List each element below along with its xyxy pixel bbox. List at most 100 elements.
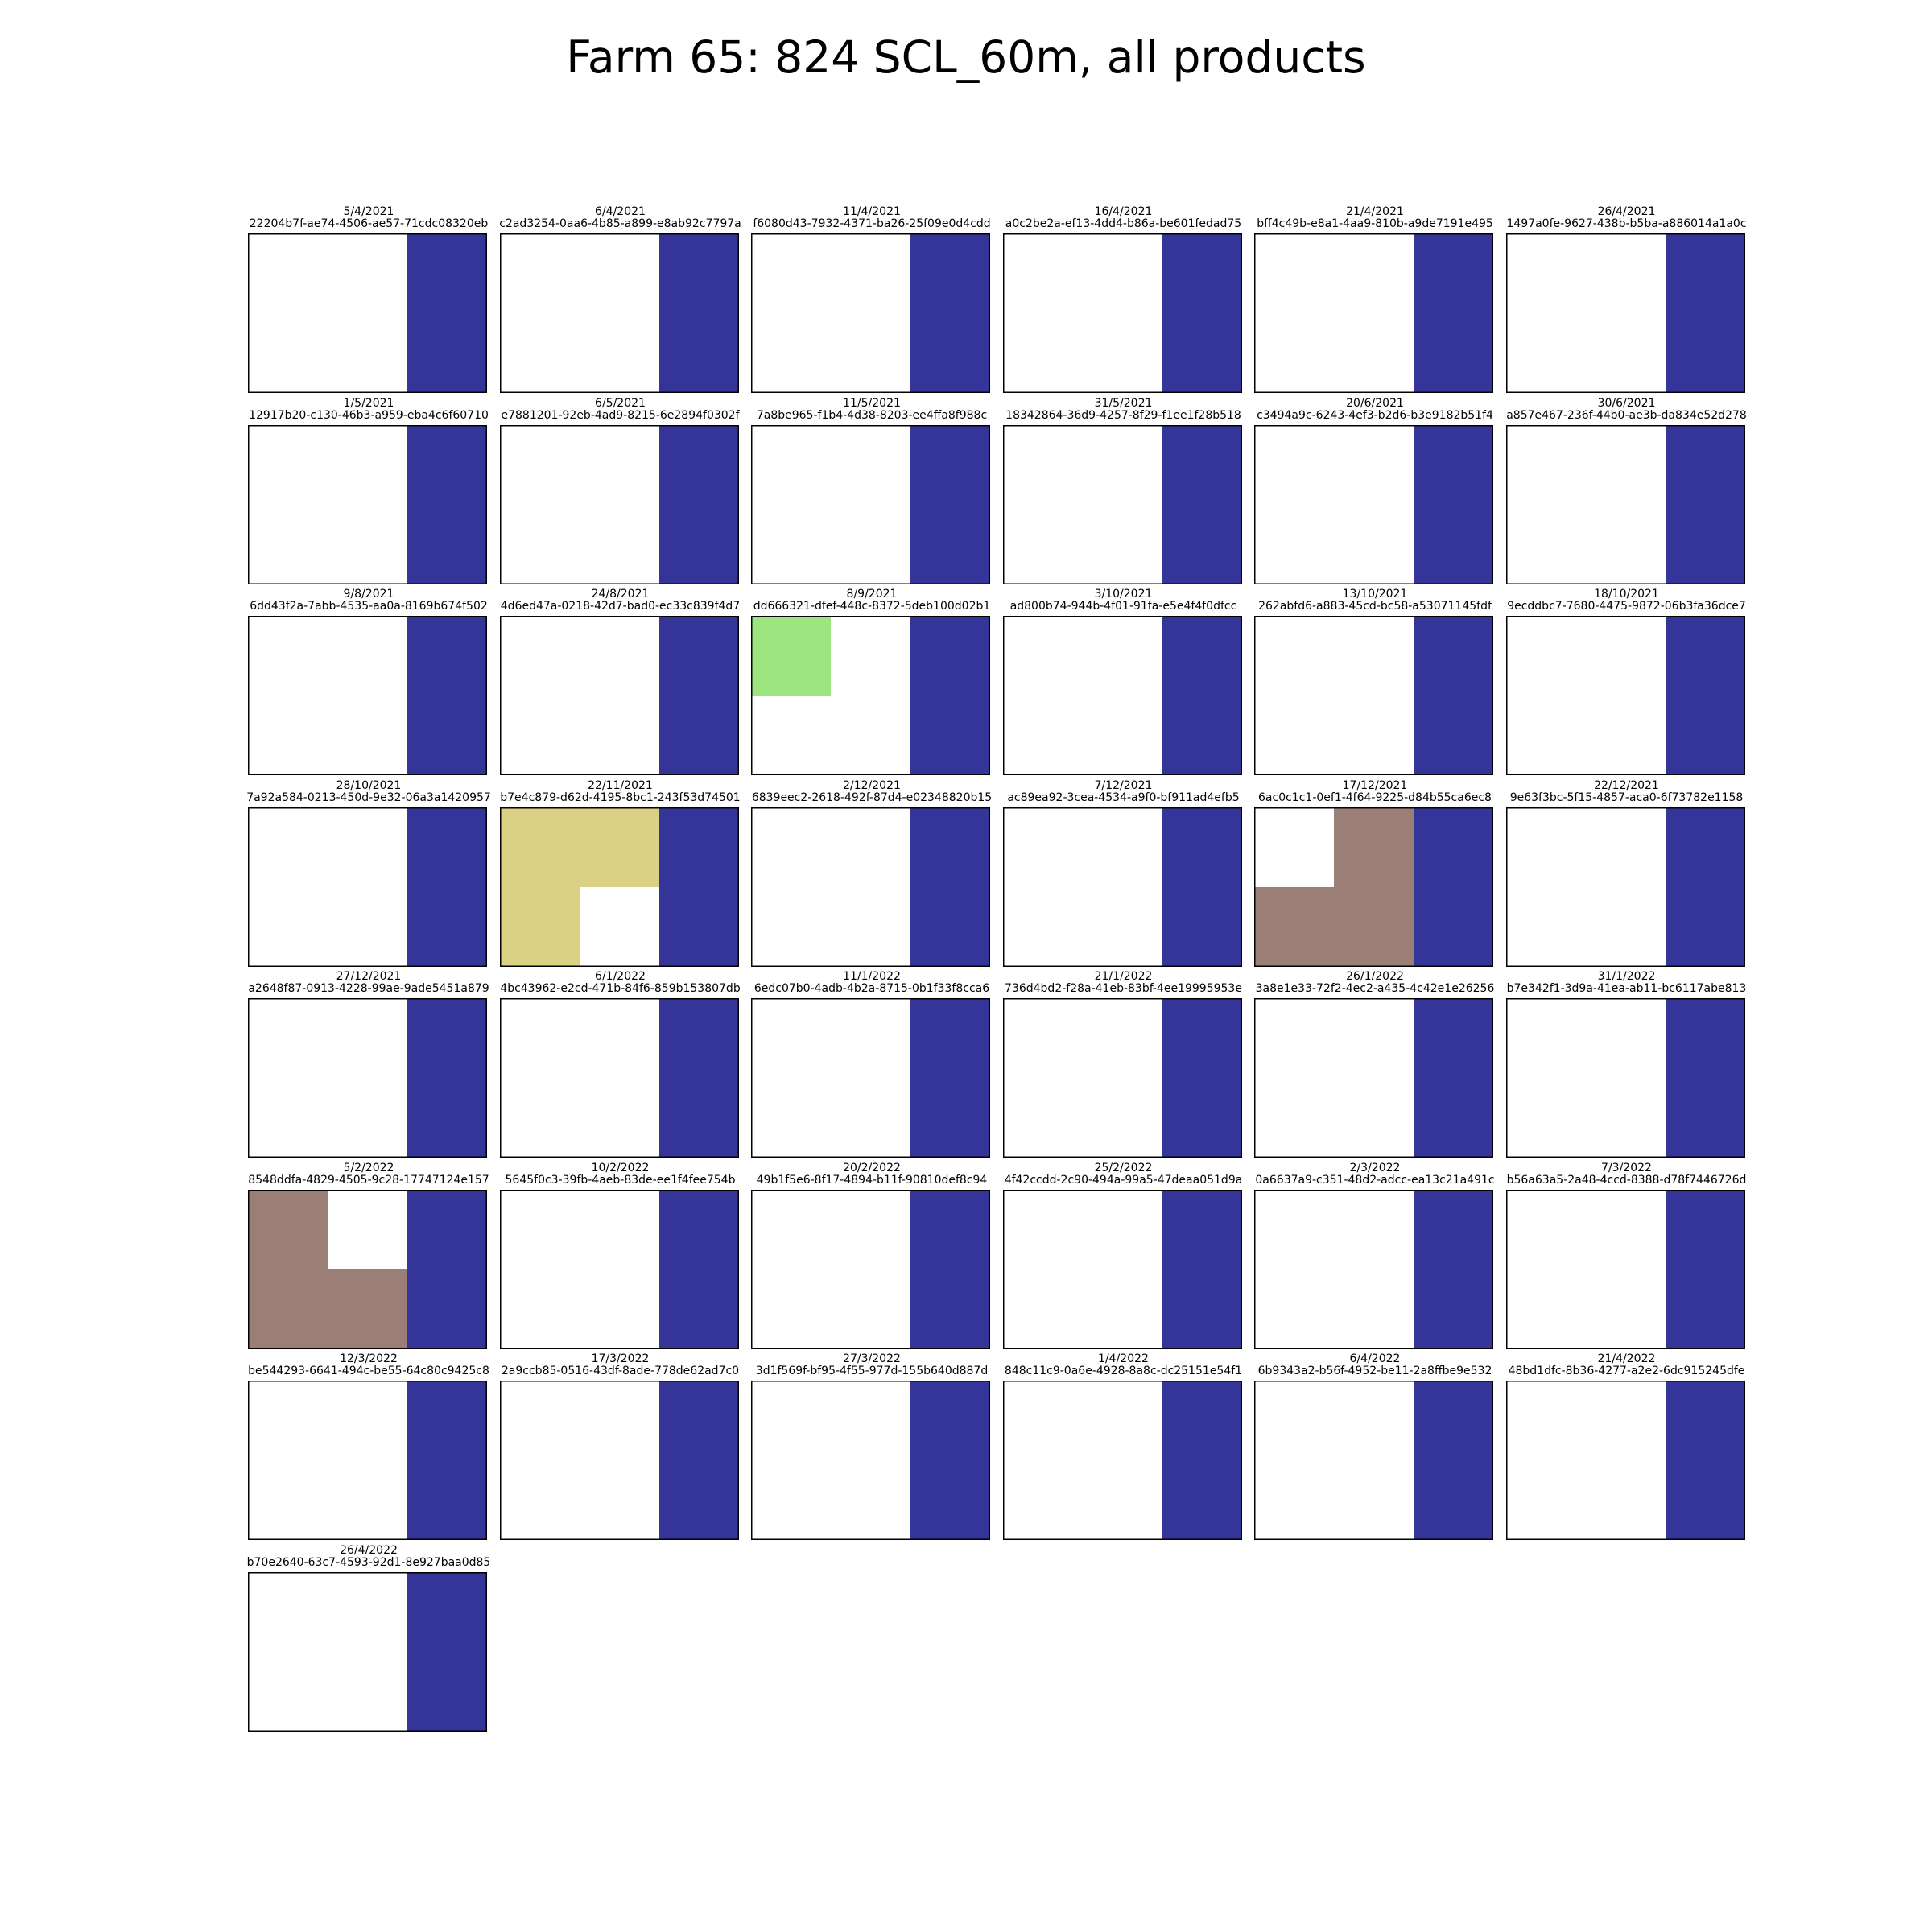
pixel-cell-bg bbox=[1254, 1381, 1335, 1461]
pixel-cell-bg bbox=[1254, 1078, 1335, 1158]
panel-frame bbox=[1254, 233, 1493, 393]
panel-product-id: 0a6637a9-c351-48d2-adcc-ea13c21a491c bbox=[1255, 1173, 1495, 1187]
panel-image bbox=[499, 1189, 739, 1349]
pixel-cell-bg bbox=[1334, 1269, 1414, 1349]
pixel-cell-water bbox=[910, 424, 990, 505]
pixel-cell-bg bbox=[248, 504, 328, 584]
pixel-cell-bg bbox=[1585, 424, 1666, 505]
pixel-cell-water bbox=[1414, 504, 1493, 584]
pixel-cell-water bbox=[1665, 616, 1745, 696]
panel-title: 18/10/2021 9ecddbc7-7680-4475-9872-06b3fa… bbox=[1498, 588, 1756, 614]
pixel-cell-bg bbox=[248, 998, 328, 1079]
pixel-cell-bg bbox=[328, 424, 408, 505]
pixel-cell-bg bbox=[1254, 807, 1335, 887]
pixel-cell-water bbox=[658, 1078, 739, 1158]
pixel-cell-bg bbox=[831, 1078, 911, 1158]
panel-date: 5/4/2021 bbox=[343, 205, 394, 218]
panel-frame bbox=[499, 424, 739, 584]
pixel-cell-bg bbox=[1254, 1460, 1335, 1540]
panel-image bbox=[1254, 233, 1493, 393]
pixel-cell-bg bbox=[499, 504, 580, 584]
scl-panel: 20/2/2022 49b1f5e6-8f17-4894-b11f-90810de… bbox=[751, 1161, 993, 1349]
panel-frame bbox=[1505, 998, 1745, 1158]
panel-date: 26/1/2022 bbox=[1346, 970, 1404, 983]
scl-panel: 21/4/2021 bff4c49b-e8a1-4aa9-810b-a9de719… bbox=[1254, 204, 1496, 393]
pixel-cell-water bbox=[910, 1460, 990, 1540]
panel-title: 6/1/2022 4bc43962-e2cd-471b-84f6-859b1538… bbox=[492, 971, 749, 997]
pixel-cell-water bbox=[910, 616, 990, 696]
scl-panel: 26/1/2022 3a8e1e33-72f2-4ec2-a435-4c42e1e… bbox=[1254, 969, 1496, 1158]
pixel-cell-water bbox=[658, 313, 739, 393]
panel-title: 26/4/2021 1497a0fe-9627-438b-b5ba-a886014… bbox=[1498, 206, 1756, 232]
panel-frame bbox=[499, 998, 739, 1158]
panel-title: 7/3/2022 b56a63a5-2a48-4ccd-8388-d78f7446… bbox=[1498, 1162, 1756, 1188]
scl-panel: 9/8/2021 6dd43f2a-7abb-4535-aa0a-8169b674… bbox=[248, 587, 489, 775]
panel-product-id: 736d4bd2-f28a-41eb-83bf-4ee19995953e bbox=[1005, 982, 1242, 995]
panel-product-id: b56a63a5-2a48-4ccd-8388-d78f7446726d bbox=[1506, 1173, 1747, 1187]
panel-title: 17/3/2022 2a9ccb85-0516-43df-8ade-778de62… bbox=[492, 1353, 749, 1379]
pixel-cell-bg bbox=[1585, 886, 1666, 967]
panel-date: 2/12/2021 bbox=[843, 778, 901, 792]
pixel-cell-bg bbox=[751, 998, 832, 1079]
pixel-cell-water bbox=[1162, 233, 1242, 314]
pixel-cell-water bbox=[658, 1269, 739, 1349]
panel-frame bbox=[1002, 424, 1242, 584]
pixel-cell-bg bbox=[1002, 233, 1083, 314]
panel-date: 13/10/2021 bbox=[1342, 588, 1408, 601]
pixel-cell-bg bbox=[831, 998, 911, 1079]
panel-image bbox=[1505, 424, 1745, 584]
panel-frame bbox=[499, 1189, 739, 1349]
panel-image bbox=[248, 233, 487, 393]
scl-panel: 12/3/2022 be544293-6641-494c-be55-64c80c9… bbox=[248, 1352, 489, 1540]
pixel-cell-cloud-shadow bbox=[248, 1269, 328, 1349]
panel-product-id: dd666321-dfef-448c-8372-5deb100d02b1 bbox=[753, 600, 991, 613]
panel-image bbox=[1002, 424, 1242, 584]
panel-date: 31/5/2021 bbox=[1094, 396, 1153, 410]
panel-title: 26/4/2022 b70e2640-63c7-4593-92d1-8e927ba… bbox=[240, 1544, 497, 1571]
pixel-cell-bg bbox=[1254, 424, 1335, 505]
panel-image bbox=[1254, 1381, 1493, 1540]
pixel-cell-bg bbox=[831, 1189, 911, 1269]
pixel-cell-water bbox=[658, 1189, 739, 1269]
scl-panel: 5/2/2022 8548ddfa-4829-4505-9c28-17747124… bbox=[248, 1161, 489, 1349]
pixel-cell-bg bbox=[1002, 1460, 1083, 1540]
panel-image bbox=[1002, 998, 1242, 1158]
pixel-cell-bg bbox=[328, 1571, 408, 1652]
panel-image bbox=[1254, 424, 1493, 584]
scl-panel: 16/4/2021 a0c2be2a-ef13-4dd4-b86a-be601fe… bbox=[1002, 204, 1245, 393]
panel-image bbox=[1002, 233, 1242, 393]
panel-image bbox=[499, 807, 739, 967]
pixel-cell-bg bbox=[328, 1189, 408, 1269]
scl-panel: 20/6/2021 c3494a9c-6243-4ef3-b2d6-b3e9182… bbox=[1254, 396, 1496, 584]
panel-title: 31/5/2021 18342864-36d9-4257-8f29-f1ee1f2… bbox=[995, 396, 1253, 423]
panel-product-id: e7881201-92eb-4ad9-8215-6e2894f0302f bbox=[501, 408, 740, 422]
pixel-cell-water bbox=[910, 886, 990, 967]
panel-product-id: 4f42ccdd-2c90-494a-99a5-47deaa051d9a bbox=[1004, 1173, 1243, 1187]
pixel-cell-bg bbox=[1082, 696, 1162, 775]
panel-product-id: 48bd1dfc-8b36-4277-a2e2-6dc915245dfe bbox=[1508, 1364, 1745, 1377]
panel-title: 22/12/2021 9e63f3bc-5f15-4857-aca0-6f7378… bbox=[1498, 779, 1756, 806]
panel-frame bbox=[248, 616, 487, 775]
panel-date: 3/10/2021 bbox=[1094, 588, 1153, 601]
pixel-cell-bg bbox=[1002, 1381, 1083, 1461]
scl-panel: 7/12/2021 ac89ea92-3cea-4534-a9f0-bf911ad… bbox=[1002, 778, 1245, 967]
panel-product-id: 8548ddfa-4829-4505-9c28-17747124e157 bbox=[248, 1173, 489, 1187]
pixel-cell-water bbox=[407, 998, 487, 1079]
pixel-cell-not-vegetated bbox=[499, 807, 580, 887]
pixel-cell-water bbox=[1414, 696, 1493, 775]
scl-panel: 30/6/2021 a857e467-236f-44b0-ae3b-da834e5… bbox=[1505, 396, 1748, 584]
panel-date: 6/4/2021 bbox=[595, 205, 646, 218]
pixel-cell-water bbox=[1162, 1078, 1242, 1158]
panel-product-id: 2a9ccb85-0516-43df-8ade-778de62ad7c0 bbox=[501, 1364, 740, 1377]
panel-product-id: a0c2be2a-ef13-4dd4-b86a-be601fedad75 bbox=[1005, 217, 1242, 230]
pixel-cell-bg bbox=[248, 233, 328, 314]
pixel-cell-water bbox=[1665, 1189, 1745, 1269]
panel-image bbox=[751, 424, 990, 584]
panel-image bbox=[751, 616, 990, 775]
pixel-cell-bg bbox=[751, 1269, 832, 1349]
pixel-cell-bg bbox=[1505, 233, 1586, 314]
pixel-cell-water bbox=[1162, 1381, 1242, 1461]
panel-image bbox=[751, 1189, 990, 1349]
scl-panel: 17/3/2022 2a9ccb85-0516-43df-8ade-778de62… bbox=[499, 1352, 741, 1540]
pixel-cell-bg bbox=[1505, 696, 1586, 775]
